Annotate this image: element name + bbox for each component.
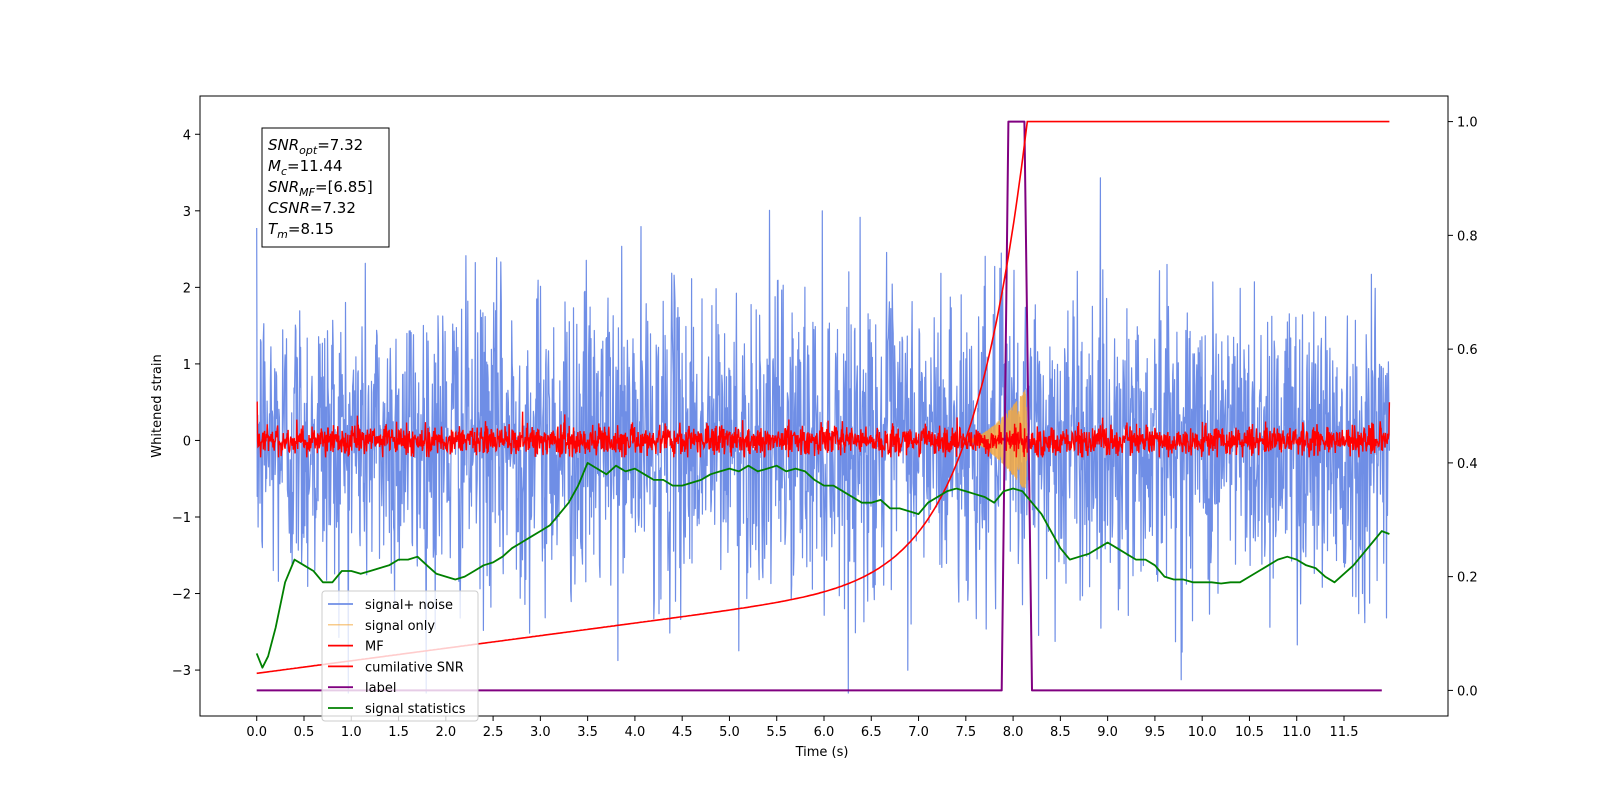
y-axis-label: Whitened strain	[150, 354, 165, 457]
legend-label: label	[365, 681, 396, 696]
annotation-line: CSNR=7.32	[268, 199, 356, 217]
x-tick-label: 4.5	[672, 725, 693, 740]
x-tick-label: 7.0	[908, 725, 929, 740]
annotation-line: SNRMF=[6.85]	[268, 178, 373, 199]
x-tick-label: 6.0	[814, 725, 835, 740]
x-tick-label: 3.0	[530, 725, 551, 740]
y-tick-label: 3	[183, 205, 191, 220]
series-mf	[256, 401, 1391, 458]
legend: signal+ noise signal only MF cumilative SNR…	[321, 590, 479, 722]
series-label	[256, 120, 1382, 692]
y-tick-label: −2	[172, 588, 191, 603]
x-tick-label: 2.0	[435, 725, 456, 740]
y-tick-label: 2	[183, 281, 191, 296]
x-tick-label: 5.0	[719, 725, 740, 740]
annotation-line: Tm=8.15	[268, 220, 334, 241]
series-signal-noise	[256, 177, 1390, 694]
y-tick-label: −1	[172, 511, 191, 526]
x-tick-label: 11.5	[1330, 725, 1359, 740]
x-axis: 0.0 0.5 1.0 1.5 2.0 2.5 3.0 3.5 4.0 4.5 5.0 5.5 6.0 6…	[246, 716, 1358, 740]
x-tick-label: 3.5	[577, 725, 598, 740]
x-tick-label: 7.5	[955, 725, 976, 740]
x-tick-label: 9.5	[1145, 725, 1166, 740]
x-tick-label: 0.5	[294, 725, 315, 740]
series-signal-statistics	[255, 462, 1390, 669]
x-tick-label: 9.0	[1097, 725, 1118, 740]
y-tick-label: 1	[183, 358, 191, 373]
y2-tick-label: 0.4	[1457, 457, 1478, 472]
legend-label: signal+ noise	[365, 598, 453, 613]
y-axis-left: −3 −2 −1 0 1 2 3 4	[172, 128, 200, 679]
x-tick-label: 0.0	[246, 725, 267, 740]
legend-label: signal statistics	[365, 702, 466, 717]
x-tick-label: 10.0	[1188, 725, 1217, 740]
series-layer	[255, 120, 1391, 694]
legend-label: cumilative SNR	[365, 660, 464, 675]
y-tick-label: −3	[172, 664, 191, 679]
x-tick-label: 11.0	[1282, 725, 1311, 740]
y2-tick-label: 0.2	[1457, 571, 1478, 586]
y2-tick-label: 0.6	[1457, 343, 1478, 358]
annotation-line: SNRopt=7.32	[268, 136, 363, 157]
x-tick-label: 10.5	[1235, 725, 1264, 740]
legend-label: MF	[365, 640, 384, 655]
x-tick-label: 6.5	[861, 725, 882, 740]
y2-tick-label: 1.0	[1457, 116, 1478, 131]
legend-frame	[321, 590, 479, 722]
annotation-line: Mc=11.44	[268, 157, 343, 178]
y2-tick-label: 0.8	[1457, 229, 1478, 244]
y-axis-right: 0.0 0.2 0.4 0.6 0.8 1.0	[1448, 116, 1478, 699]
x-tick-label: 2.5	[483, 725, 504, 740]
x-tick-label: 4.0	[625, 725, 646, 740]
y-tick-label: 0	[183, 434, 191, 449]
x-tick-label: 1.5	[388, 725, 409, 740]
y2-tick-label: 0.0	[1457, 684, 1478, 699]
x-tick-label: 8.0	[1003, 725, 1024, 740]
y-tick-label: 4	[183, 128, 191, 143]
x-tick-label: 8.5	[1050, 725, 1071, 740]
x-axis-label: Time (s)	[795, 745, 849, 760]
x-tick-label: 5.5	[766, 725, 787, 740]
annotation-box: SNRopt=7.32Mc=11.44SNRMF=[6.85]CSNR=7.32…	[261, 127, 390, 248]
x-tick-label: 1.0	[341, 725, 362, 740]
annotation-frame	[261, 127, 390, 248]
legend-label: signal only	[365, 619, 435, 634]
